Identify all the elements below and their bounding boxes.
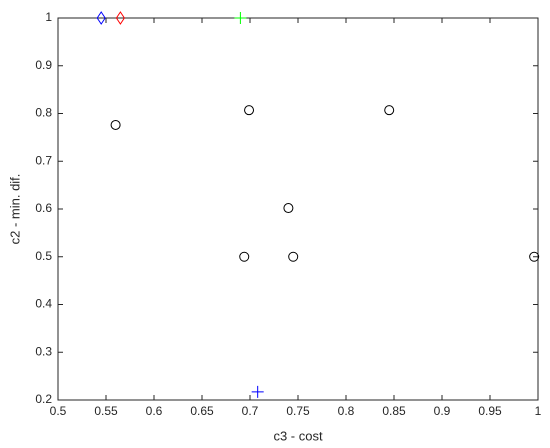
point (234, 12, 247, 24)
point (110, 119, 121, 130)
plot-box (57, 17, 539, 401)
y-tick-label: 0.2 (35, 392, 52, 406)
point (384, 105, 395, 116)
point (529, 251, 540, 262)
x-tick-label: 0.65 (190, 404, 214, 418)
y-tick-label: 0.3 (35, 344, 52, 358)
x-tick-label: 0.55 (94, 404, 118, 418)
x-tick-label: 0.7 (242, 404, 259, 418)
y-tick-label: 0.9 (35, 58, 52, 72)
point (115, 11, 126, 25)
x-tick-label: 0.6 (146, 404, 163, 418)
y-tick-label: 0.5 (35, 249, 52, 263)
x-tick-label: 0.95 (478, 404, 502, 418)
y-axis-label: c2 - min. dif. (7, 174, 22, 245)
y-tick-label: 0.4 (35, 297, 52, 311)
point (288, 251, 299, 262)
point (251, 385, 264, 398)
x-tick-label: 0.5 (50, 404, 67, 418)
y-tick-label: 0.6 (35, 201, 52, 215)
point (239, 251, 250, 262)
x-axis-label: c3 - cost (273, 428, 323, 443)
point (96, 11, 106, 25)
x-tick-label: 0.8 (338, 404, 355, 418)
point (244, 105, 255, 116)
point (283, 203, 294, 214)
x-tick-label: 0.9 (434, 404, 451, 418)
x-tick-label: 1 (535, 404, 542, 418)
x-tick-label: 0.75 (286, 404, 310, 418)
x-tick-label: 0.85 (382, 404, 406, 418)
y-tick-label: 1 (45, 10, 52, 24)
y-tick-label: 0.8 (35, 106, 52, 120)
y-tick-label: 0.7 (35, 153, 52, 167)
